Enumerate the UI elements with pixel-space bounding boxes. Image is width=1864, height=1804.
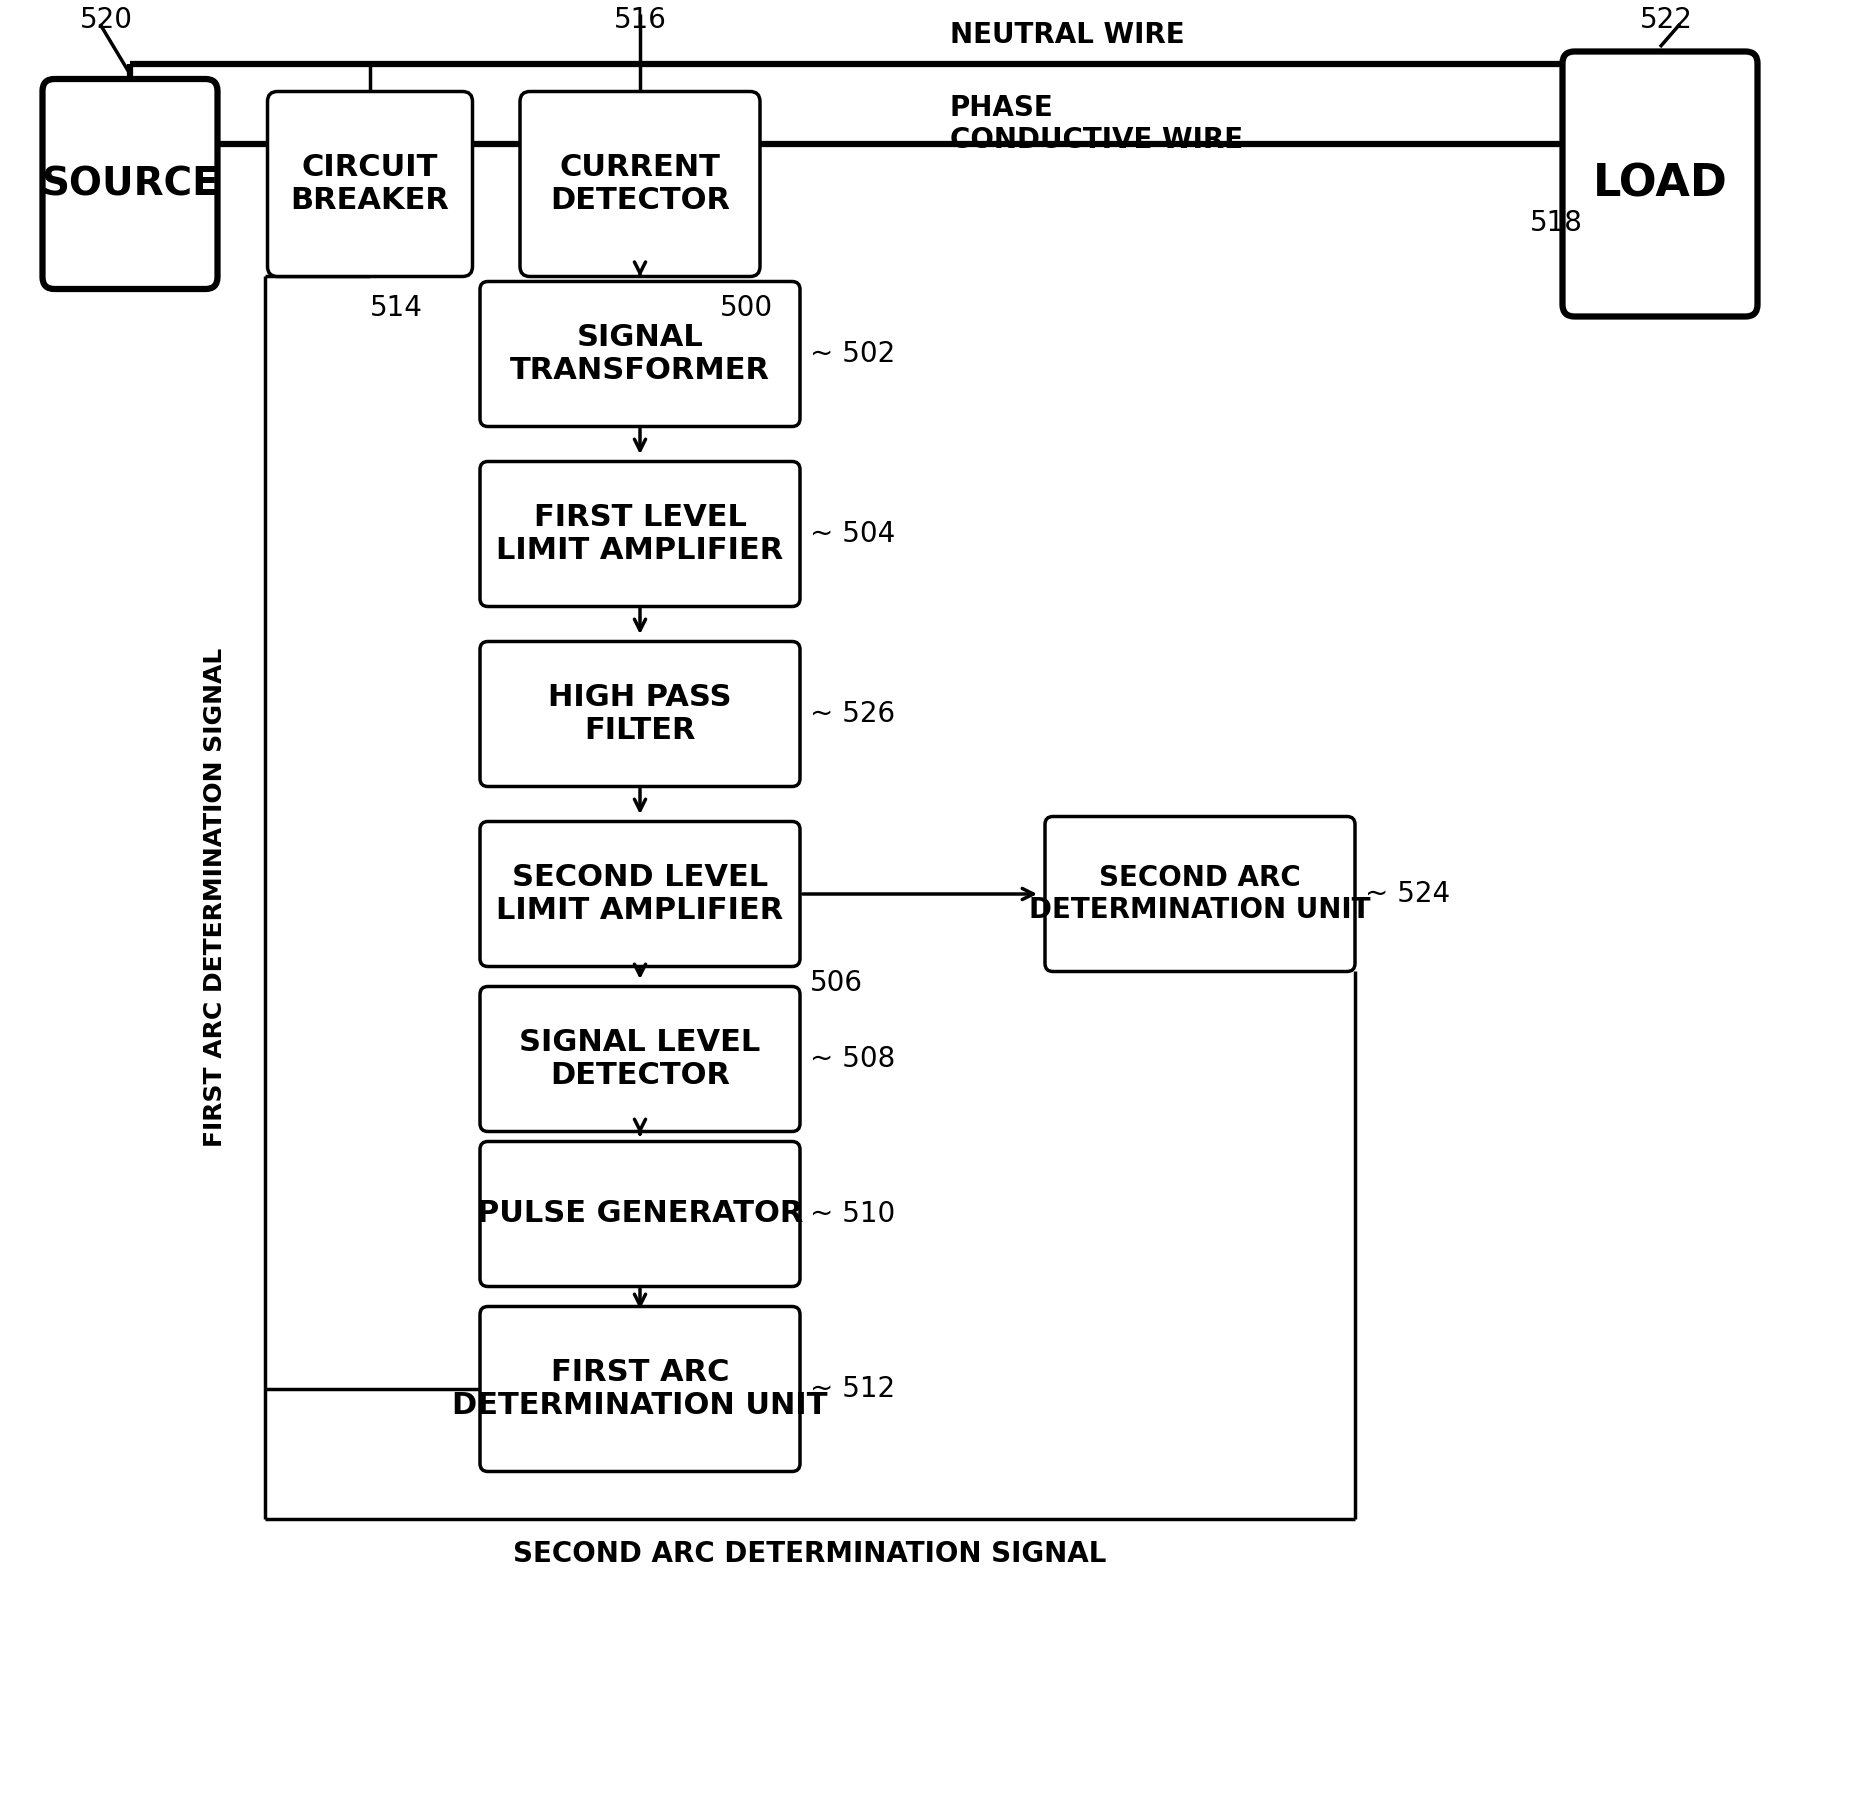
FancyBboxPatch shape (268, 92, 472, 276)
FancyBboxPatch shape (520, 92, 761, 276)
Text: PHASE
CONDUCTIVE WIRE: PHASE CONDUCTIVE WIRE (951, 94, 1243, 153)
Text: FIRST ARC DETERMINATION SIGNAL: FIRST ARC DETERMINATION SIGNAL (203, 648, 227, 1147)
FancyBboxPatch shape (1046, 817, 1355, 972)
Text: HIGH PASS
FILTER: HIGH PASS FILTER (548, 682, 733, 745)
Text: 514: 514 (369, 294, 423, 321)
Text: ~ 524: ~ 524 (1364, 880, 1450, 907)
Text: LOAD: LOAD (1592, 162, 1728, 206)
Text: SOURCE: SOURCE (41, 164, 218, 204)
FancyBboxPatch shape (1562, 52, 1758, 316)
FancyBboxPatch shape (481, 1306, 800, 1472)
FancyBboxPatch shape (481, 987, 800, 1131)
FancyBboxPatch shape (43, 79, 218, 289)
Text: PULSE GENERATOR: PULSE GENERATOR (477, 1200, 803, 1229)
Text: 522: 522 (1640, 5, 1693, 34)
Text: 520: 520 (80, 5, 132, 34)
Text: 500: 500 (720, 294, 774, 321)
Text: ~ 502: ~ 502 (811, 339, 895, 368)
Text: ~ 526: ~ 526 (811, 700, 895, 729)
FancyBboxPatch shape (481, 1142, 800, 1286)
FancyBboxPatch shape (481, 821, 800, 967)
Text: 516: 516 (613, 5, 667, 34)
FancyBboxPatch shape (481, 642, 800, 787)
FancyBboxPatch shape (481, 462, 800, 606)
Text: SIGNAL LEVEL
DETECTOR: SIGNAL LEVEL DETECTOR (520, 1028, 761, 1090)
Text: 506: 506 (811, 969, 863, 998)
Text: FIRST LEVEL
LIMIT AMPLIFIER: FIRST LEVEL LIMIT AMPLIFIER (496, 503, 783, 565)
Text: SECOND ARC DETERMINATION SIGNAL: SECOND ARC DETERMINATION SIGNAL (513, 1541, 1107, 1568)
Text: SECOND LEVEL
LIMIT AMPLIFIER: SECOND LEVEL LIMIT AMPLIFIER (496, 862, 783, 925)
Text: ~ 510: ~ 510 (811, 1200, 895, 1229)
Text: NEUTRAL WIRE: NEUTRAL WIRE (951, 22, 1186, 49)
Text: CIRCUIT
BREAKER: CIRCUIT BREAKER (291, 153, 449, 215)
FancyBboxPatch shape (481, 281, 800, 426)
Text: FIRST ARC
DETERMINATION UNIT: FIRST ARC DETERMINATION UNIT (453, 1358, 828, 1420)
Text: SIGNAL
TRANSFORMER: SIGNAL TRANSFORMER (511, 323, 770, 386)
Text: ~ 504: ~ 504 (811, 520, 895, 548)
Text: SECOND ARC
DETERMINATION UNIT: SECOND ARC DETERMINATION UNIT (1029, 864, 1370, 924)
Text: 518: 518 (1530, 209, 1583, 236)
Text: ~ 508: ~ 508 (811, 1045, 895, 1073)
Text: ~ 512: ~ 512 (811, 1375, 895, 1404)
Text: CURRENT
DETECTOR: CURRENT DETECTOR (550, 153, 731, 215)
